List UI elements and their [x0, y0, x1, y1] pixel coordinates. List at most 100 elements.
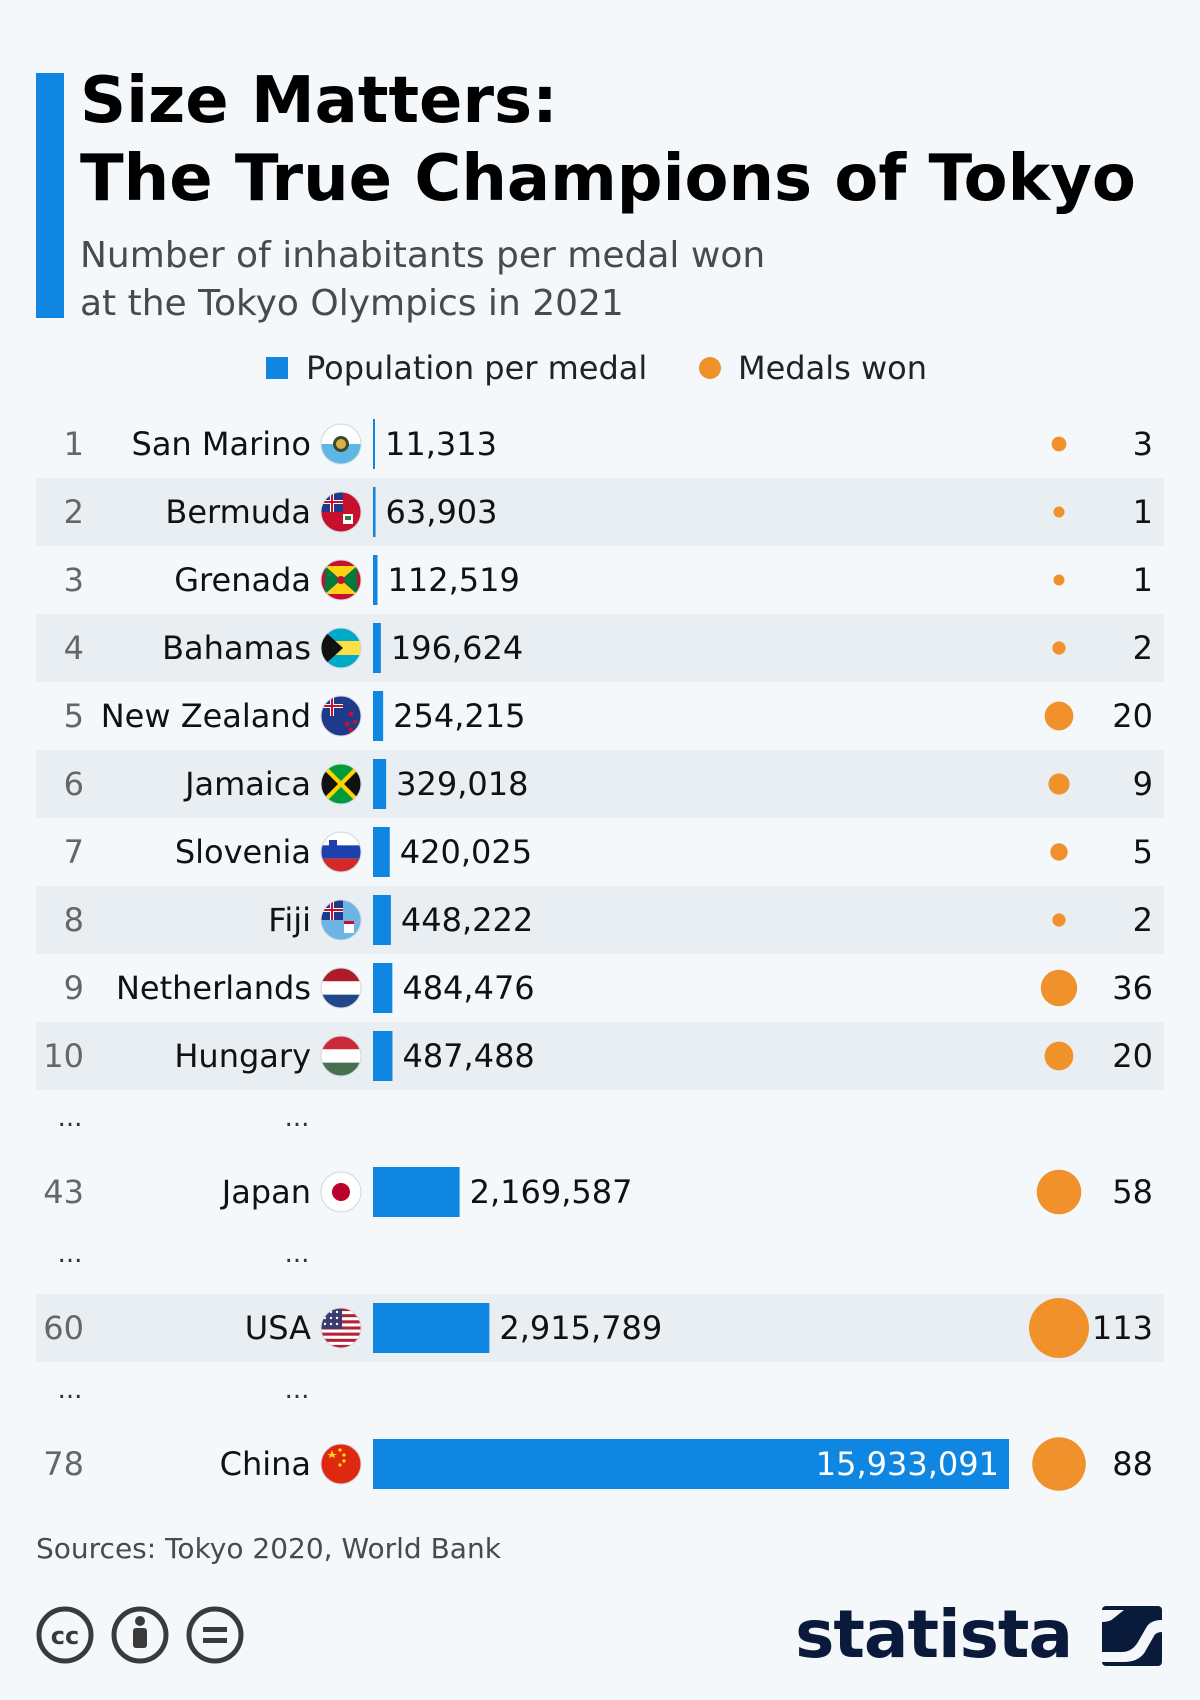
bahamas-flag-icon	[320, 627, 362, 669]
legend: Population per medal Medals won	[0, 348, 1200, 388]
population-bar	[373, 1031, 393, 1081]
chart-subtitle: Number of inhabitants per medal won at t…	[80, 232, 765, 328]
row-background	[36, 1022, 1164, 1090]
country-label: Netherlands	[116, 969, 311, 1007]
medals-value-label: 5	[1133, 833, 1153, 871]
medal-dot	[1044, 701, 1074, 731]
medals-value-label: 36	[1112, 969, 1153, 1007]
population-value-label: 484,476	[402, 969, 534, 1007]
grenada-flag-icon	[320, 559, 362, 601]
medals-value-label: 2	[1133, 629, 1153, 667]
fiji-flag-icon	[320, 899, 362, 941]
population-value-label: 2,915,789	[499, 1309, 662, 1347]
population-value-label: 15,933,091	[816, 1445, 999, 1483]
title-line-2: The True Champions of Tokyo	[80, 142, 1136, 216]
subtitle-line-2: at the Tokyo Olympics in 2021	[80, 283, 624, 324]
country-label: China	[220, 1445, 311, 1483]
legend-swatch-population	[266, 357, 288, 379]
ellipsis-country: ...	[285, 1103, 310, 1133]
rank-label: 43	[43, 1173, 84, 1211]
rank-label: 5	[64, 697, 84, 735]
rank-label: 7	[64, 833, 84, 871]
medals-value-label: 20	[1112, 1037, 1153, 1075]
medals-value-label: 58	[1112, 1173, 1153, 1211]
ellipsis-rank: ...	[58, 1375, 83, 1405]
medals-value-label: 113	[1092, 1309, 1153, 1347]
population-value-label: 63,903	[386, 493, 498, 531]
hungary-flag-icon	[320, 1035, 362, 1077]
subtitle-line-1: Number of inhabitants per medal won	[80, 235, 766, 276]
country-label: Bermuda	[165, 493, 311, 531]
medals-value-label: 1	[1133, 493, 1153, 531]
title-line-1: Size Matters:	[80, 64, 558, 138]
legend-label-population: Population per medal	[306, 349, 648, 387]
legend-label-medals: Medals won	[738, 349, 927, 387]
rank-label: 9	[64, 969, 84, 1007]
population-value-label: 448,222	[401, 901, 533, 939]
jamaica-flag-icon	[320, 763, 362, 805]
medal-dot	[1036, 1169, 1082, 1215]
row-background	[36, 750, 1164, 818]
country-label: Hungary	[174, 1037, 311, 1075]
country-label: Grenada	[174, 561, 311, 599]
population-bar	[373, 691, 384, 741]
usa-flag-icon	[320, 1307, 362, 1349]
population-bar	[373, 963, 393, 1013]
country-label: Jamaica	[183, 765, 311, 803]
slovenia-flag-icon	[320, 831, 362, 873]
population-bar	[373, 895, 391, 945]
rank-label: 10	[43, 1037, 84, 1075]
country-label: Slovenia	[175, 833, 311, 871]
attribution-icon	[111, 1606, 169, 1664]
population-bar	[373, 487, 376, 537]
medals-value-label: 1	[1133, 561, 1153, 599]
population-value-label: 487,488	[402, 1037, 534, 1075]
accent-bar	[36, 73, 64, 318]
japan-flag-icon	[320, 1171, 362, 1213]
country-label: San Marino	[132, 425, 312, 463]
medal-dot	[1052, 641, 1066, 655]
medal-dot	[1052, 913, 1066, 927]
country-label: Fiji	[268, 901, 311, 939]
population-value-label: 112,519	[387, 561, 519, 599]
medals-value-label: 3	[1133, 425, 1153, 463]
rank-label: 78	[43, 1445, 84, 1483]
rank-label: 3	[64, 561, 84, 599]
ellipsis-rank: ...	[58, 1239, 83, 1269]
medals-value-label: 2	[1133, 901, 1153, 939]
china-flag-icon	[320, 1443, 362, 1485]
population-bar	[373, 759, 387, 809]
population-bar	[373, 555, 378, 605]
no-derivatives-icon	[186, 1606, 244, 1664]
ellipsis-country: ...	[285, 1239, 310, 1269]
medals-value-label: 20	[1112, 697, 1153, 735]
rank-label: 4	[64, 629, 84, 667]
cc-icon: cc	[36, 1606, 94, 1664]
rank-label: 1	[64, 425, 84, 463]
population-bar	[373, 1439, 1009, 1489]
rank-label: 8	[64, 901, 84, 939]
bermuda-flag-icon	[320, 491, 362, 533]
statista-mark-icon	[1102, 1606, 1162, 1666]
statista-logo: statista	[795, 1596, 1162, 1673]
population-bar	[373, 1167, 460, 1217]
medals-value-label: 9	[1133, 765, 1153, 803]
svg-text:cc: cc	[51, 1622, 79, 1650]
row-background	[36, 614, 1164, 682]
medal-dot	[1050, 843, 1068, 861]
population-bar	[373, 1303, 490, 1353]
medal-dot	[1053, 574, 1065, 586]
new-zealand-flag-icon	[320, 695, 362, 737]
medal-dot	[1040, 969, 1078, 1007]
chart-area: 1 San Marino 11,313 3 2 Bermuda 63,903 1 3 Grenad…	[36, 419, 1164, 1491]
row-background	[36, 1294, 1164, 1362]
medal-dot	[1029, 1298, 1089, 1358]
medal-dot	[1051, 436, 1067, 452]
population-value-label: 420,025	[400, 833, 532, 871]
license-icons: cc	[36, 1606, 244, 1664]
medals-value-label: 88	[1112, 1445, 1153, 1483]
rank-label: 60	[43, 1309, 84, 1347]
country-label: Bahamas	[162, 629, 311, 667]
source-note: Sources: Tokyo 2020, World Bank	[36, 1532, 501, 1565]
country-label: Japan	[220, 1173, 311, 1211]
